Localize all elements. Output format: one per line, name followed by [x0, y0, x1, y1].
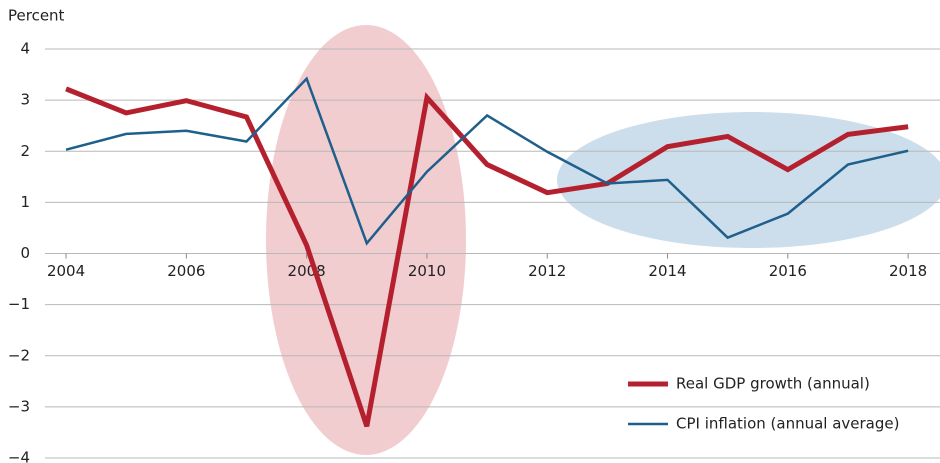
- y-tick-label: −4: [8, 449, 30, 463]
- y-tick-label: −1: [8, 295, 30, 313]
- x-tick-label: 2016: [769, 262, 807, 280]
- y-tick-label: 0: [20, 244, 30, 262]
- y-tick-label: 2: [20, 142, 30, 160]
- legend-label: CPI inflation (annual average): [676, 415, 899, 433]
- line-series: [65, 86, 909, 428]
- grid: [45, 48, 940, 459]
- highlight-ellipse: [557, 112, 940, 248]
- y-tick-label: 1: [20, 193, 30, 211]
- x-tick-label: 2018: [889, 262, 927, 280]
- x-tick-label: 2004: [47, 262, 85, 280]
- x-tick-label: 2012: [528, 262, 566, 280]
- y-tick-label: −2: [8, 346, 30, 364]
- line-series: [65, 76, 909, 246]
- x-tick-label: 2008: [288, 262, 326, 280]
- legend-label: Real GDP growth (annual): [676, 375, 870, 393]
- y-tick-label: 3: [20, 91, 30, 109]
- y-tick-label: −3: [8, 397, 30, 415]
- y-axis-label: Percent: [8, 7, 65, 25]
- y-tick-label: 4: [20, 40, 30, 58]
- x-tick-label: 2010: [408, 262, 446, 280]
- x-tick-label: 2014: [648, 262, 686, 280]
- x-tick-label: 2006: [167, 262, 205, 280]
